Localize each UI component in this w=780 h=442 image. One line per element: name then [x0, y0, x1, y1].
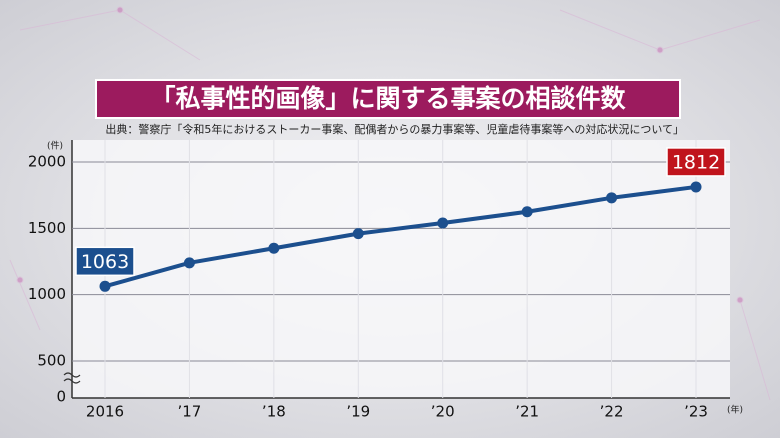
y-tick-label: 1500: [28, 219, 66, 237]
chart-title: 「私事性的画像」に関する事案の相談件数: [150, 84, 626, 113]
x-tick-label: ’19: [346, 403, 370, 421]
x-tick-label: ’23: [684, 403, 708, 421]
point: [99, 280, 111, 292]
x-tick-label: ’22: [600, 403, 624, 421]
source: 出典：警察庁「令和5年におけるストーカー事案、配偶者からの暴力事案等、児童虐待事…: [105, 122, 684, 136]
point: [437, 217, 449, 229]
y-tick-label: 0: [56, 388, 66, 406]
point: [268, 242, 280, 254]
x-tick-label: ’21: [515, 403, 539, 421]
point: [183, 257, 195, 269]
y-unit: (件): [47, 140, 63, 152]
value-label: 1812: [672, 151, 720, 173]
line: [104, 184, 697, 289]
y-tick-label: 500: [37, 352, 66, 370]
value-label-box: [75, 246, 135, 277]
x-tick-label: ’18: [262, 403, 286, 421]
point: [352, 228, 364, 240]
title-banner: [95, 79, 681, 119]
y-tick-label: 2000: [28, 153, 66, 171]
value-label-box: [666, 147, 726, 177]
network-decoration: [9, 6, 771, 401]
axis-break: [63, 372, 81, 384]
y-tick-label: 1000: [28, 285, 66, 303]
x-unit: (年): [727, 404, 743, 416]
point: [690, 181, 702, 193]
x-tick-label: 2016: [86, 403, 124, 421]
x-tick-label: ’17: [177, 403, 201, 421]
point: [606, 192, 618, 204]
x-tick-label: ’20: [431, 403, 455, 421]
plot-area: [72, 140, 730, 398]
point: [521, 206, 533, 218]
value-label: 1063: [81, 251, 129, 273]
